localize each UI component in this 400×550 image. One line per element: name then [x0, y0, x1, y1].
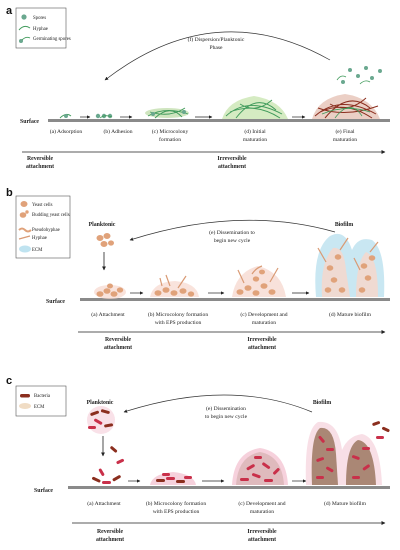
stage-b3-label-line2: maturation [252, 320, 276, 326]
stage-a1-label: (a) Adsorption [50, 128, 83, 135]
reversible-label-c-line2: attachment [96, 537, 124, 543]
panel-b: b Yeast cells Budding yeast cells Pseudo… [6, 187, 390, 351]
stage-c1-label: (a) Attachment [87, 500, 121, 507]
stage-b-development [232, 265, 286, 297]
planktonic-label-c: Planktonic [87, 400, 114, 406]
surface-c [68, 486, 390, 489]
surface-a [48, 119, 390, 122]
irreversible-label-c-line1: Irreversible [247, 529, 277, 535]
hyphae-b-icon [18, 235, 31, 240]
stage-b3-label-line1: (c) Development and [240, 311, 287, 318]
legend-b-yeast: Yeast cells [32, 203, 53, 208]
reversible-label-b-line2: attachment [104, 345, 132, 351]
irreversible-label-b-line2: attachment [248, 345, 276, 351]
stage-c4-label: (d) Mature biofilm [324, 500, 367, 507]
stage-c-attachment [92, 468, 121, 484]
stage-a5-label-line1: (e) Final [335, 128, 355, 135]
stage-a2-label: (b) Adhesion [103, 128, 132, 135]
stage-c3-label-line2: maturation [250, 509, 274, 515]
stage-c-development [232, 448, 288, 485]
reversible-label-a-line1: Reversible [27, 156, 54, 162]
pseudohyphae-icon [18, 227, 32, 233]
panel-letter-c: c [6, 375, 12, 387]
stage-a3-label-line2: formation [159, 136, 181, 143]
legend-c: Bacteria ECM [15, 385, 67, 417]
stage-c-microcolony [150, 472, 196, 485]
stage-b4-label: (d) Mature biofilm [329, 311, 372, 318]
legend-a-germinating: Germinating spores [33, 37, 71, 42]
stage-b2-label-line2: with EPS production [155, 320, 202, 326]
legend-b-pseudohyphae: Pseudohyphae [32, 228, 60, 233]
bacteria-icon [20, 394, 30, 398]
dissemination-arrow-c [123, 394, 313, 413]
irreversible-label-a-line1: Irreversible [217, 156, 247, 162]
legend-b-ecm: ECM [32, 248, 43, 253]
cycle-label-c-line2: to begin new cycle [205, 414, 248, 420]
yeast-cell-icon [20, 201, 28, 207]
budding-yeast-icon [19, 212, 27, 218]
stage-b-mature-biofilm [315, 233, 385, 297]
stage-c-microcolony [145, 107, 189, 119]
legend-b: Yeast cells Budding yeast cells Pseudohy… [15, 195, 71, 259]
irreversible-label-b-line1: Irreversible [247, 337, 277, 343]
panel-letter-a: a [6, 5, 13, 17]
stage-c3-label-line1: (c) Development and [238, 500, 285, 507]
legend-box-c [15, 385, 67, 417]
hyphae-icon [18, 25, 31, 31]
reversible-label-c-line1: Reversible [97, 529, 124, 535]
dispersion-label-line2: Phase [209, 45, 223, 51]
panel-a: a Spores Hyphae Germinating spores (f) D… [6, 5, 390, 170]
legend-a-hyphae: Hyphae [33, 27, 48, 32]
stage-d-initial-maturation [222, 96, 288, 119]
dispersed-spores [336, 66, 382, 85]
dispersion-arrow [104, 31, 331, 81]
stage-b1-label: (a) Attachment [91, 311, 125, 318]
ecm-icon [19, 245, 31, 253]
biofilm-label-b: Biofilm [335, 222, 354, 228]
reversible-label-a-line2: attachment [26, 164, 54, 170]
stage-b-microcolony [150, 274, 199, 297]
cycle-label-b-line1: (e) Dissemination to [209, 229, 255, 236]
legend-c-ecm: ECM [34, 405, 45, 410]
stage-a5-label-line2: maturation [333, 137, 357, 143]
irreversible-label-a-line2: attachment [218, 164, 246, 170]
planktonic-bacteria-cluster [87, 406, 115, 434]
surface-label-c: Surface [34, 488, 53, 494]
surface-label-a: Surface [20, 119, 39, 125]
stage-b-attachment [94, 283, 126, 299]
panel-c: c Bacteria ECM Planktonic Biofilm (e) Di… [6, 375, 390, 543]
stage-e-final-maturation [312, 94, 380, 119]
legend-b-budding: Budding yeast cells [32, 213, 70, 218]
cycle-label-b-line2: begin new cycle [214, 238, 251, 244]
surface-b [80, 298, 390, 301]
legend-a-spores: Spores [33, 16, 46, 21]
dissemination-arrow-b [129, 219, 336, 241]
planktonic-yeast-cluster [96, 233, 114, 247]
stage-b-adhesion [95, 113, 113, 119]
stage-b2-label-line1: (b) Microcolony formation [148, 311, 208, 318]
bacteria-ecm-icon [19, 403, 31, 409]
surface-label-b: Surface [46, 299, 65, 305]
stage-a4-label-line1: (d) Initial [244, 128, 266, 135]
legend-b-hyphae: Hyphae [32, 236, 47, 241]
stage-c-mature-biofilm [305, 421, 390, 485]
stage-a4-label-line2: maturation [243, 137, 267, 143]
stage-c2-label-line2: with EPS production [153, 509, 200, 515]
stage-c2-label-line1: (b) Microcolony formation [146, 500, 206, 507]
dispersion-label-line1: (f) Dispersion/Planktonic [188, 36, 245, 43]
legend-a: Spores Hyphae Germinating spores [15, 7, 71, 49]
panel-letter-b: b [6, 187, 13, 199]
cycle-label-c-line1: (e) Dissemination [206, 405, 246, 412]
spore-icon [21, 14, 27, 20]
irreversible-label-c-line2: attachment [248, 537, 276, 543]
stage-a-adsorption [59, 113, 72, 119]
biofilm-label-c: Biofilm [313, 400, 332, 406]
reversible-label-b-line1: Reversible [105, 337, 132, 343]
planktonic-label-b: Planktonic [89, 222, 116, 228]
stage-a3-label-line1: (c) Microcolony [152, 128, 189, 135]
legend-c-bacteria: Bacteria [34, 394, 51, 399]
